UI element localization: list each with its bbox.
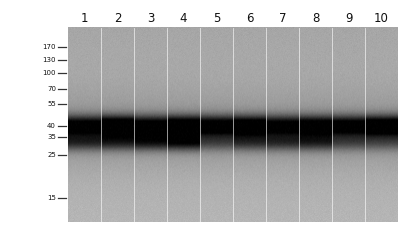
Text: 2: 2 <box>114 11 121 25</box>
Text: 35: 35 <box>47 134 56 140</box>
Text: 8: 8 <box>312 11 319 25</box>
Text: 6: 6 <box>246 11 253 25</box>
Text: 10: 10 <box>374 11 389 25</box>
Text: 4: 4 <box>180 11 187 25</box>
Text: 1: 1 <box>81 11 88 25</box>
Text: 55: 55 <box>47 101 56 107</box>
Text: 100: 100 <box>42 70 56 76</box>
Text: 3: 3 <box>147 11 154 25</box>
Text: 70: 70 <box>47 86 56 92</box>
Text: 170: 170 <box>42 44 56 50</box>
Text: 7: 7 <box>279 11 286 25</box>
Text: 9: 9 <box>345 11 352 25</box>
Text: 25: 25 <box>47 152 56 158</box>
Text: 15: 15 <box>47 195 56 201</box>
Text: 5: 5 <box>213 11 220 25</box>
Text: 130: 130 <box>42 57 56 63</box>
Text: 40: 40 <box>47 123 56 129</box>
